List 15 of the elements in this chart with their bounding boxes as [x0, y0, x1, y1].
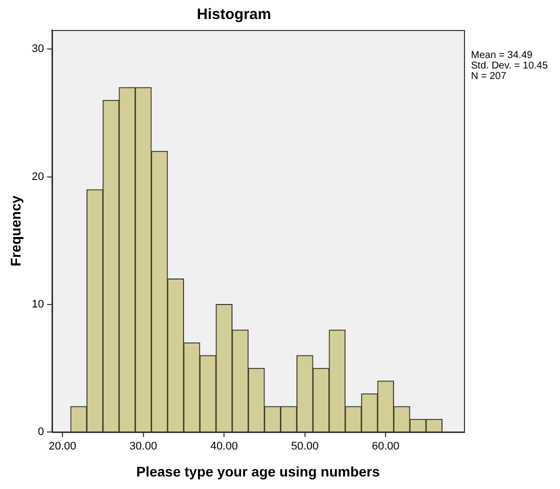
x-tick-label: 50.00: [291, 440, 319, 453]
text: Mean = 34.49: [471, 50, 533, 61]
text: Std. Dev. = 10.45: [471, 60, 548, 72]
y-tick-label: 0: [38, 426, 44, 438]
x-tick-label: 40.00: [210, 440, 238, 453]
y-axis-title: Frequency: [7, 195, 24, 266]
y-tick-label: 10: [32, 298, 44, 310]
y-tick-label: 20: [32, 170, 44, 183]
chart-title: Histogram: [196, 6, 272, 24]
x-tick-label: 60.00: [372, 440, 400, 453]
x-tick-label: 30.00: [130, 440, 158, 453]
text: N = 207: [471, 70, 507, 82]
x-tick-label: 20.00: [48, 440, 76, 453]
y-tick-label: 30: [32, 43, 44, 56]
x-axis-title: Please type your age using numbers: [136, 463, 380, 480]
